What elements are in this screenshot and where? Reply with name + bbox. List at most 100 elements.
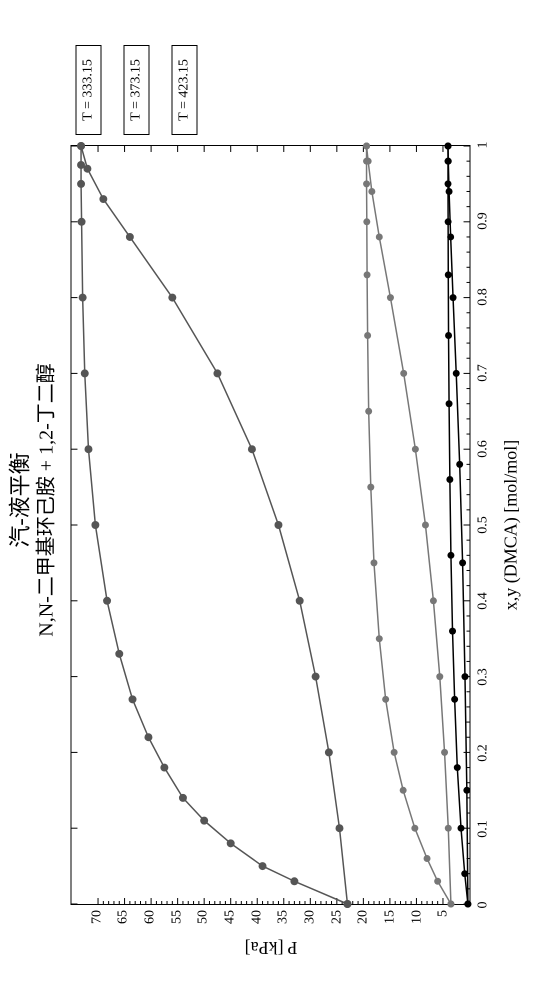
series-marker [400, 370, 407, 377]
series-marker [421, 522, 428, 529]
page-root: 汽-液平衡 N,N-二甲基环己胺 + 1,2-丁二醇 P [kPa] 51015… [0, 0, 543, 1000]
x-tick-label: 0.8 [475, 288, 491, 306]
series-marker [335, 824, 343, 832]
y-tick-label: 50 [195, 910, 211, 940]
x-axis-label: x,y (DMCA) [mol/mol] [500, 145, 521, 905]
x-tick-label: 1 [475, 142, 491, 149]
series-marker [444, 825, 451, 832]
title-line-1: 汽-液平衡 [6, 0, 34, 1000]
series-marker [311, 673, 319, 681]
plot-area [70, 145, 470, 905]
series-marker [91, 521, 99, 529]
legend-item-373: T = 373.15 [123, 45, 149, 135]
series-line [81, 146, 347, 904]
legend-item-423: T = 423.15 [171, 45, 197, 135]
y-axis-label-text: P [kPa] [244, 938, 297, 959]
series-line [81, 146, 347, 904]
series-marker [449, 294, 456, 301]
series-marker [324, 748, 332, 756]
series-marker [363, 271, 370, 278]
series-marker [436, 673, 443, 680]
series-marker [375, 635, 382, 642]
series-marker [411, 825, 418, 832]
series-marker [463, 787, 470, 794]
series-marker [452, 370, 459, 377]
series-marker [445, 332, 452, 339]
series-marker [449, 628, 456, 635]
y-tick-label: 60 [142, 910, 158, 940]
series-marker [441, 749, 448, 756]
series-marker [457, 825, 464, 832]
series-marker [128, 695, 136, 703]
series-marker [363, 218, 370, 225]
series-marker [290, 877, 298, 885]
series-marker [445, 188, 452, 195]
series-marker [367, 484, 374, 491]
legend: T = 333.15 T = 373.15 T = 423.15 [75, 45, 197, 135]
y-tick-label: 55 [169, 910, 185, 940]
series-marker [168, 294, 176, 302]
series-marker [444, 180, 451, 187]
series-marker [459, 559, 466, 566]
series-line [366, 146, 450, 904]
series-marker [451, 696, 458, 703]
series-marker [461, 870, 468, 877]
series-marker [365, 408, 372, 415]
series-marker [125, 233, 133, 241]
x-tick-label: 0.9 [475, 212, 491, 230]
x-tick-label: 0.7 [475, 364, 491, 382]
series-marker [77, 161, 85, 169]
series-marker [444, 271, 451, 278]
series-marker [423, 855, 430, 862]
series-marker [77, 180, 85, 188]
y-tick-label: 15 [382, 910, 398, 940]
series-marker [364, 332, 371, 339]
series-marker [84, 445, 92, 453]
y-tick-label: 10 [409, 910, 425, 940]
series-marker [77, 142, 85, 150]
chart-title: 汽-液平衡 N,N-二甲基环己胺 + 1,2-丁二醇 [6, 0, 59, 1000]
series-marker [444, 143, 451, 150]
x-tick-label: 0.3 [475, 668, 491, 686]
series-marker [444, 158, 451, 165]
series-marker [382, 696, 389, 703]
x-tick-label: 0 [475, 902, 491, 909]
y-axis-ticks: 510152025303540455055606570 [70, 910, 470, 940]
series-marker [434, 878, 441, 885]
series-marker [99, 195, 107, 203]
series-marker [274, 521, 282, 529]
series-marker [77, 218, 85, 226]
y-tick-label: 45 [222, 910, 238, 940]
series-line [366, 146, 450, 904]
series-marker [390, 749, 397, 756]
title-line-2: N,N-二甲基环己胺 + 1,2-丁二醇 [34, 0, 59, 1000]
series-marker [429, 597, 436, 604]
series-marker [144, 733, 152, 741]
series-marker [295, 597, 303, 605]
series-marker [370, 559, 377, 566]
series-marker [368, 188, 375, 195]
series-marker [386, 294, 393, 301]
series-marker [213, 369, 221, 377]
series-marker [456, 461, 463, 468]
legend-item-333: T = 333.15 [75, 45, 101, 135]
series-marker [103, 597, 111, 605]
series-marker [80, 369, 88, 377]
series-marker [399, 787, 406, 794]
plot-svg [71, 146, 469, 904]
series-marker [160, 764, 168, 772]
series-marker [363, 180, 370, 187]
y-tick-label: 25 [329, 910, 345, 940]
series-marker [375, 233, 382, 240]
x-tick-label: 0.2 [475, 744, 491, 762]
y-tick-label: 40 [249, 910, 265, 940]
y-tick-label: 70 [89, 910, 105, 940]
y-tick-label: 35 [275, 910, 291, 940]
x-tick-label: 0.5 [475, 516, 491, 534]
x-tick-label: 0.4 [475, 592, 491, 610]
series-marker [411, 446, 418, 453]
landscape-rotator: 汽-液平衡 N,N-二甲基环己胺 + 1,2-丁二醇 P [kPa] 51015… [0, 0, 543, 1000]
series-marker [461, 673, 468, 680]
y-tick-label: 65 [115, 910, 131, 940]
series-marker [115, 650, 123, 658]
